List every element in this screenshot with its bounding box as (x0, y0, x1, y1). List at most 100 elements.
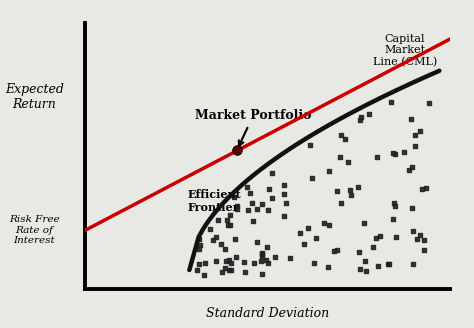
Point (422, 185, 429, 191)
Point (372, 236, 379, 241)
Point (280, 214, 288, 219)
Point (244, 184, 251, 190)
Point (387, 99, 394, 105)
Point (356, 117, 364, 123)
Point (263, 257, 270, 262)
Point (374, 155, 381, 160)
Point (225, 268, 233, 273)
Point (411, 144, 419, 149)
Point (257, 258, 264, 263)
Point (272, 255, 279, 260)
Point (281, 192, 288, 197)
Point (258, 201, 265, 206)
Point (337, 200, 345, 205)
Point (212, 258, 220, 263)
Point (249, 219, 256, 224)
Point (225, 257, 233, 262)
Point (226, 222, 234, 228)
Point (253, 239, 261, 245)
Point (251, 260, 258, 265)
Point (409, 262, 417, 267)
Point (325, 169, 332, 174)
Point (233, 207, 240, 212)
Point (420, 237, 428, 242)
Text: Risk Free
Rate of
Interest: Risk Free Rate of Interest (9, 215, 60, 245)
Point (369, 244, 377, 249)
Point (326, 223, 333, 228)
Point (233, 203, 241, 209)
Text: Standard Deviation: Standard Deviation (206, 307, 329, 320)
Point (355, 184, 362, 190)
Point (408, 205, 415, 211)
Point (337, 132, 345, 137)
Point (246, 191, 254, 196)
Point (309, 175, 316, 181)
Point (207, 227, 214, 232)
Point (264, 207, 272, 212)
Point (344, 159, 352, 165)
Point (385, 261, 392, 266)
Point (296, 230, 303, 236)
Point (210, 237, 217, 243)
Point (407, 116, 415, 121)
Point (392, 203, 399, 208)
Point (413, 236, 421, 241)
Point (347, 193, 355, 198)
Point (341, 136, 349, 142)
Point (374, 263, 382, 269)
Point (306, 143, 313, 148)
Point (222, 266, 229, 271)
Point (240, 259, 248, 264)
Point (312, 235, 319, 240)
Point (248, 200, 255, 205)
Point (356, 267, 364, 272)
Point (201, 261, 209, 266)
Point (196, 242, 203, 247)
Point (263, 244, 271, 250)
Point (258, 250, 266, 256)
Point (286, 255, 293, 260)
Point (259, 272, 266, 277)
Text: Capital
Market
Line (CML): Capital Market Line (CML) (373, 33, 437, 67)
Point (365, 111, 373, 116)
Point (201, 272, 208, 277)
Point (392, 234, 400, 239)
Point (391, 201, 398, 206)
Point (258, 251, 265, 256)
Point (346, 187, 354, 192)
Point (230, 195, 238, 200)
Point (384, 262, 392, 267)
Point (253, 207, 260, 212)
Point (195, 236, 203, 242)
Point (227, 212, 234, 217)
Point (215, 217, 222, 222)
Point (301, 241, 308, 246)
Point (195, 247, 202, 252)
Point (363, 268, 370, 274)
Point (389, 216, 397, 221)
Text: Expected
Return: Expected Return (5, 83, 64, 111)
Point (195, 261, 203, 267)
Point (320, 220, 328, 225)
Point (400, 149, 407, 154)
Point (217, 241, 225, 247)
Point (324, 264, 331, 270)
Point (409, 228, 417, 234)
Point (212, 234, 220, 239)
Point (221, 246, 228, 252)
Point (330, 248, 337, 253)
Point (376, 233, 383, 238)
Point (281, 182, 288, 188)
Text: Market Portfolio: Market Portfolio (195, 110, 311, 146)
Point (405, 168, 412, 173)
Point (222, 258, 230, 264)
Point (223, 217, 231, 223)
Point (269, 196, 276, 201)
Point (224, 222, 232, 227)
Point (219, 269, 226, 274)
Point (417, 129, 424, 134)
Point (411, 133, 419, 138)
Point (425, 101, 432, 106)
Point (193, 268, 201, 273)
Point (282, 200, 290, 206)
